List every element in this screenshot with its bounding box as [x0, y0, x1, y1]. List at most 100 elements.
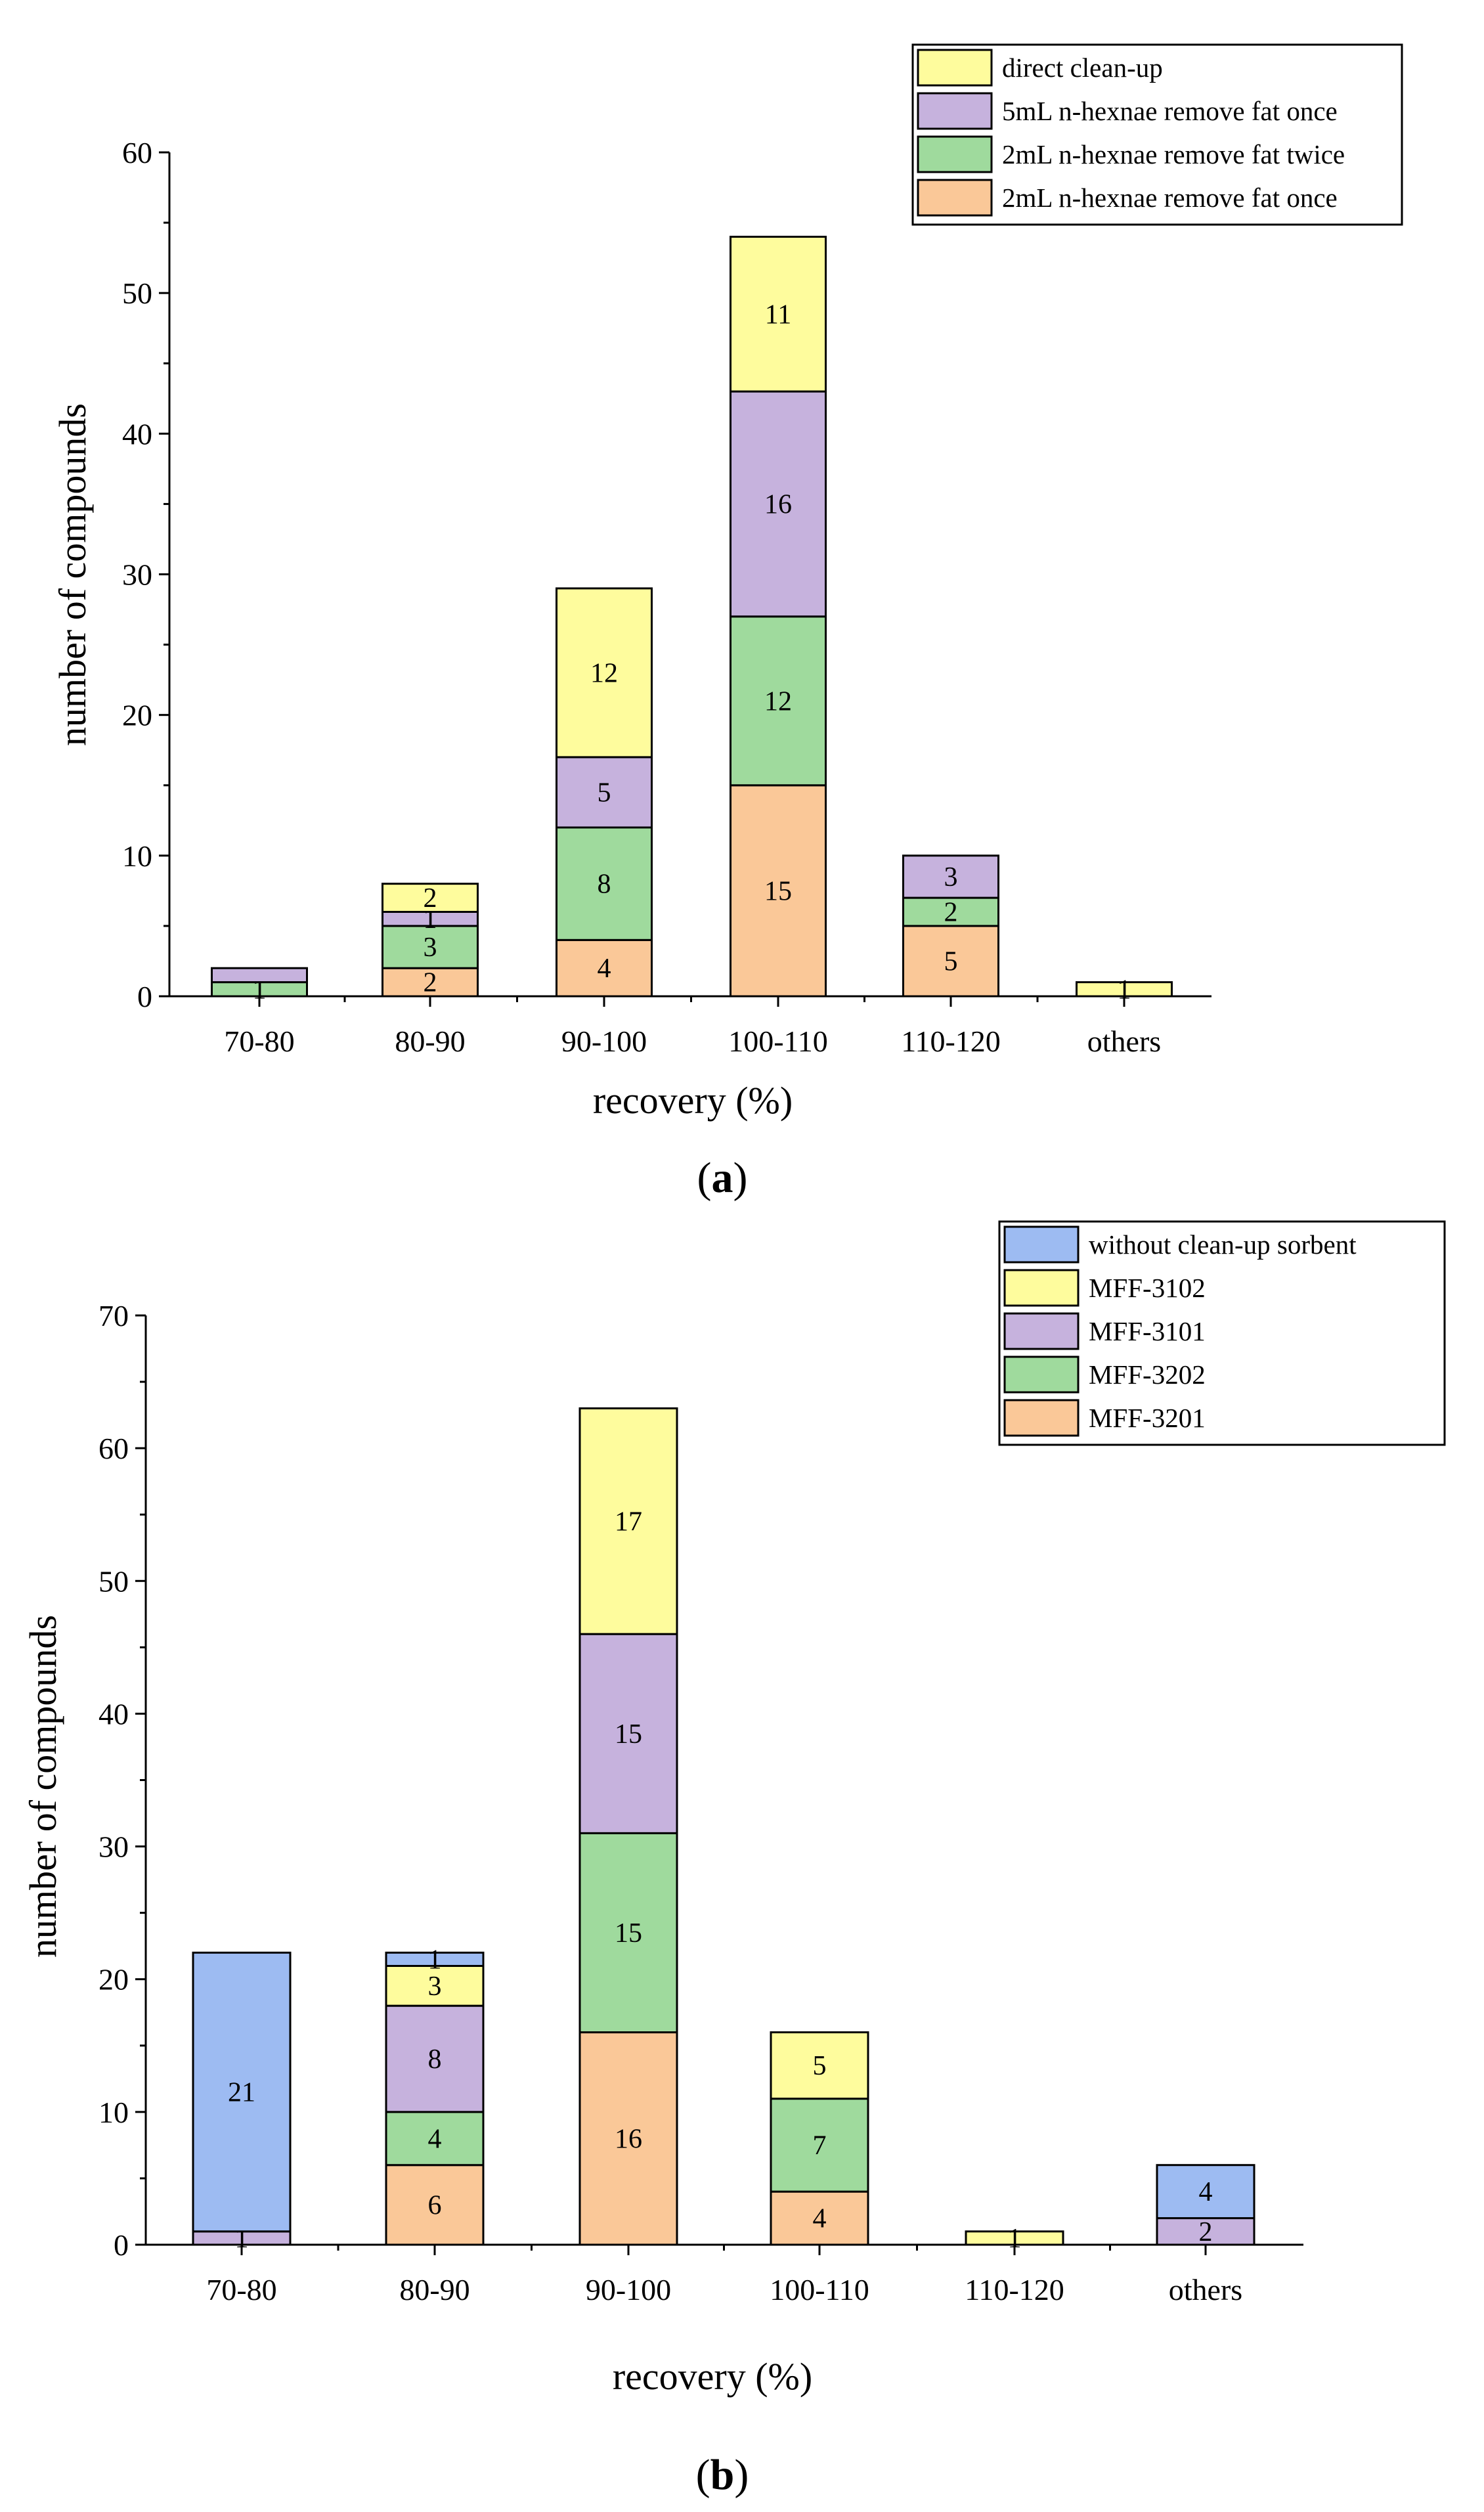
x-tick-label: 90-100: [561, 1025, 647, 1058]
data-label: 8: [428, 2044, 442, 2075]
data-label: 5: [944, 946, 958, 977]
bar-segment: [902, 925, 999, 998]
legend-swatch: [917, 49, 993, 87]
bar-segment: [902, 854, 999, 899]
bar-segment: [192, 1951, 292, 2233]
data-label: 15: [615, 1918, 642, 1949]
x-tick-label: others: [1169, 2273, 1242, 2306]
panel-caption: (b): [696, 2451, 749, 2499]
bar-segment: [730, 390, 827, 618]
bar-segment: [385, 2164, 485, 2246]
y-tick-label: 30: [122, 558, 152, 592]
y-tick-label: 10: [122, 839, 152, 873]
legend-label: direct clean-up: [1002, 53, 1163, 83]
data-label: 4: [1199, 2177, 1213, 2207]
legend-swatch: [1003, 1312, 1080, 1350]
bar-segment: [382, 883, 479, 913]
legend-swatch: [917, 92, 993, 130]
data-label: 12: [590, 658, 618, 688]
data-label: 2: [424, 968, 437, 998]
bar-segment: [211, 967, 308, 984]
bar-segment: [385, 2111, 485, 2167]
legend-swatch: [917, 135, 993, 173]
y-tick-label: 20: [98, 1963, 129, 1996]
bar-segment: [556, 587, 653, 759]
legend: direct clean-up 5mL n-hexnae remove fat o…: [911, 43, 1403, 226]
x-tick-label: 90-100: [586, 2273, 671, 2306]
y-axis-label: number of compounds: [51, 403, 94, 746]
y-tick-label: 0: [114, 2228, 129, 2262]
y-axis-label: number of compounds: [22, 1615, 64, 1958]
bar-segment: [578, 1633, 678, 1834]
data-label: 3: [944, 862, 958, 892]
legend-label: 2mL n-hexnae remove fat twice: [1002, 139, 1345, 169]
bar-segment: [770, 2031, 869, 2100]
data-label: 17: [615, 1507, 642, 1537]
y-tick-label: 60: [122, 136, 152, 169]
x-axis-label: recovery (%): [613, 2355, 812, 2398]
legend-label: 5mL n-hexnae remove fat once: [1002, 96, 1338, 126]
data-label: 16: [764, 489, 792, 519]
bar-segment: [730, 236, 827, 393]
legend-box: [911, 43, 1403, 226]
y-tick-label: 20: [122, 699, 152, 732]
data-label: 11: [765, 299, 791, 330]
data-label: 1: [1008, 2224, 1022, 2254]
legend-label: MFF-3102: [1089, 1273, 1206, 1303]
legend-swatch: [1003, 1269, 1080, 1307]
data-label: 16: [615, 2124, 642, 2154]
data-label: 4: [813, 2204, 827, 2234]
chart-panel-b: number of compounds recovery (%) (b) 121…: [22, 1220, 1446, 2499]
legend-label: MFF-3202: [1089, 1359, 1206, 1390]
x-tick-label: 110-120: [901, 1025, 1001, 1058]
bar-segment: [770, 2190, 869, 2246]
data-label: 15: [615, 1719, 642, 1750]
bar-segment: [1156, 2164, 1255, 2220]
data-label: 3: [424, 933, 437, 963]
data-label: 3: [428, 1972, 442, 2002]
y-tick-label: 30: [98, 1830, 129, 1864]
legend-label: MFF-3201: [1089, 1403, 1206, 1433]
x-tick-label: 100-110: [770, 2273, 869, 2306]
y-tick-label: 50: [98, 1564, 129, 1598]
panel-caption: (a): [697, 1154, 748, 1202]
legend-swatch: [1003, 1355, 1080, 1394]
data-label: 15: [764, 876, 792, 906]
legend: without clean-up sorbent MFF-3102 MFF-3101…: [998, 1220, 1446, 1446]
data-label: 1: [1118, 975, 1131, 1005]
data-label: 5: [598, 778, 611, 808]
data-label: 1: [428, 1945, 442, 1975]
data-label: 7: [813, 2130, 827, 2161]
data-label: 4: [428, 2124, 442, 2154]
y-tick-label: 40: [122, 417, 152, 451]
data-label: 2: [944, 898, 958, 928]
data-label: 2: [424, 883, 437, 914]
x-axis-label: recovery (%): [593, 1079, 793, 1122]
y-tick-label: 40: [98, 1697, 129, 1730]
data-label: 21: [228, 2078, 255, 2108]
x-tick-label: 80-90: [399, 2273, 469, 2306]
bar-segment: [902, 896, 999, 927]
y-tick-label: 60: [98, 1432, 129, 1465]
bar-segment: [578, 1407, 678, 1635]
data-label: 2: [1199, 2217, 1213, 2247]
y-tick-label: 10: [98, 2096, 129, 2129]
x-tick-label: 70-80: [206, 2273, 276, 2306]
y-tick-label: 70: [98, 1299, 129, 1333]
x-tick-label: 110-120: [965, 2273, 1064, 2306]
data-label: 4: [598, 954, 611, 984]
data-label: 6: [428, 2190, 442, 2220]
legend-label: without clean-up sorbent: [1089, 1229, 1357, 1260]
x-tick-label: 80-90: [395, 1025, 465, 1058]
y-tick-label: 0: [137, 980, 152, 1013]
x-tick-label: 70-80: [224, 1025, 294, 1058]
data-label: 5: [813, 2051, 827, 2081]
legend-label: 2mL n-hexnae remove fat once: [1002, 183, 1338, 213]
bar-segment: [385, 2004, 485, 2113]
legend-swatch: [1003, 1225, 1080, 1264]
legend-swatch: [917, 179, 993, 217]
bar-segment: [385, 1965, 485, 2007]
bar-segment: [730, 784, 827, 998]
legend-swatch: [1003, 1399, 1080, 1437]
